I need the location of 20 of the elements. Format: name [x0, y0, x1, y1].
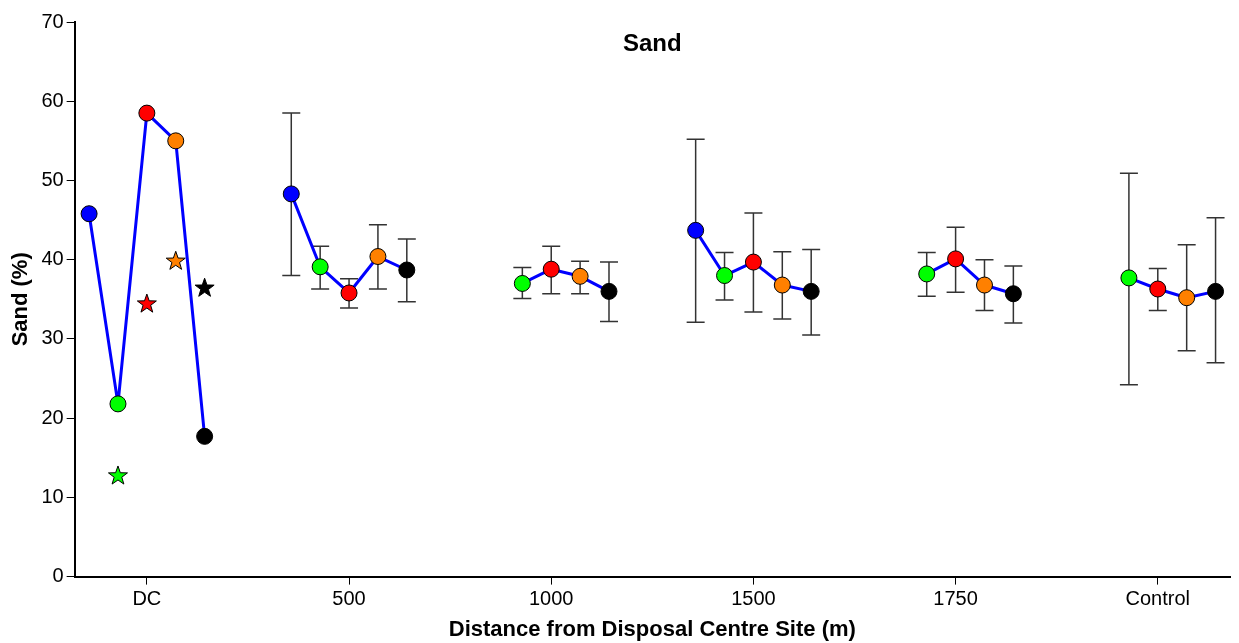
y-tick-label: 40 [41, 247, 64, 270]
point [282, 185, 300, 203]
y-tick-label: 60 [41, 88, 64, 111]
y-tick-label: 50 [41, 167, 64, 190]
y-tick-label: 70 [41, 9, 64, 32]
x-tick-label: Control [1125, 587, 1191, 610]
x-tick-label: 1500 [731, 587, 776, 610]
y-tick-label: 10 [41, 484, 64, 507]
y-axis-title: Sand (%) [7, 252, 33, 347]
y-tick-label: 20 [41, 405, 64, 428]
x-tick-label: DC [132, 587, 162, 610]
point [687, 221, 705, 239]
chart-title: Sand [622, 28, 682, 56]
x-tick-label: 1000 [528, 587, 574, 610]
y-tick-label: 30 [41, 326, 64, 349]
point [80, 205, 98, 223]
x-tick-label: 500 [332, 587, 366, 610]
x-axis-title: Distance from Disposal Centre Site (m) [448, 615, 856, 641]
y-tick-label: 0 [52, 564, 64, 587]
x-tick-label: 1750 [933, 587, 978, 610]
